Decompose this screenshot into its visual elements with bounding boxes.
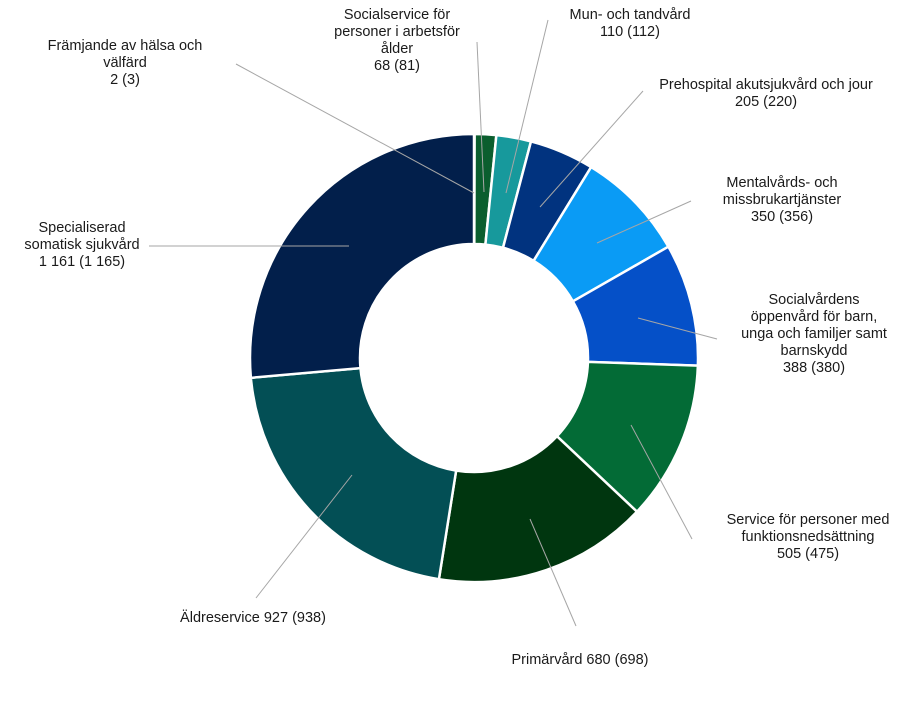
slice-label-2: Socialservice för personer i arbetsför åld…	[334, 7, 460, 74]
slice-label-6: Socialvårdens öppenvård för barn, unga och…	[741, 292, 887, 376]
slice-label-2-line-2: personer i arbetsför	[334, 24, 460, 40]
slice-label-4-line-2: 205 (220)	[735, 94, 797, 110]
leader-line-6	[637, 317, 718, 340]
leader-line-1	[235, 63, 475, 194]
slice-8	[437, 434, 639, 584]
slice-label-1-line-2: välfärd	[103, 55, 147, 71]
slice-label-1-line-1: Främjande av hälsa och	[48, 38, 203, 54]
slice-label-5-line-2: missbrukartjänster	[723, 192, 842, 208]
leader-line-3	[505, 19, 549, 194]
labels-group: Främjande av hälsa och välfärd 2 (3) Social…	[24, 7, 889, 668]
slice-label-7-line-1: Service för personer med	[727, 512, 890, 528]
leader-line-4	[539, 90, 644, 208]
slice-label-9-line-1: Äldreservice 927 (938)	[180, 609, 326, 626]
slice-label-6-line-5: 388 (380)	[783, 360, 845, 376]
slice-label-5: Mentalvårds- och missbrukartjänster 350 (3…	[723, 175, 842, 225]
slice-label-1: Främjande av hälsa och välfärd 2 (3)	[48, 38, 203, 88]
slice-label-1-line-3: 2 (3)	[110, 72, 140, 88]
slice-label-4: Prehospital akutsjukvård och jour 205 (22…	[659, 77, 873, 110]
slice-label-9: Äldreservice 927 (938)	[180, 609, 326, 626]
leader-line-7	[630, 424, 693, 540]
slice-label-5-line-1: Mentalvårds- och	[726, 175, 837, 191]
slices-group	[248, 132, 700, 584]
leader-line-9	[255, 474, 353, 599]
slice-label-10: Specialiserad somatisk sjukvård 1 161 (1 1…	[24, 220, 139, 270]
slice-label-5-line-3: 350 (356)	[751, 209, 813, 225]
slice-label-6-line-4: barnskydd	[781, 343, 848, 359]
slice-label-3: Mun- och tandvård 110 (112)	[570, 7, 691, 40]
slice-label-10-line-2: somatisk sjukvård	[24, 237, 139, 253]
slice-label-10-line-3: 1 161 (1 165)	[39, 254, 125, 270]
slice-label-10-line-1: Specialiserad	[38, 220, 125, 236]
slice-label-6-line-3: unga och familjer samt	[741, 326, 887, 342]
leader-line-2	[476, 41, 485, 193]
slice-label-7-line-3: 505 (475)	[777, 546, 839, 562]
slice-label-7: Service för personer med funktionsnedsätt…	[727, 512, 890, 562]
leader-line-5	[596, 200, 692, 244]
slice-label-3-line-2: 110 (112)	[600, 24, 660, 40]
slice-label-2-line-4: 68 (81)	[374, 58, 420, 74]
slice-label-8: Primärvård 680 (698)	[512, 652, 649, 668]
slice-label-2-line-1: Socialservice för	[344, 7, 451, 23]
slice-9	[249, 366, 458, 581]
slice-label-4-line-1: Prehospital akutsjukvård och jour	[659, 77, 873, 93]
slice-label-6-line-2: öppenvård för barn,	[751, 309, 878, 325]
slice-label-3-line-1: Mun- och tandvård	[570, 7, 691, 23]
slice-label-8-line-1: Primärvård 680 (698)	[512, 652, 649, 668]
slice-label-7-line-2: funktionsnedsättning	[741, 529, 874, 545]
slice-label-2-line-3: ålder	[381, 41, 413, 57]
leader-lines-group	[149, 19, 718, 627]
slice-10	[248, 132, 476, 380]
leader-line-8	[529, 518, 577, 627]
slice-label-6-line-1: Socialvårdens	[768, 292, 859, 308]
